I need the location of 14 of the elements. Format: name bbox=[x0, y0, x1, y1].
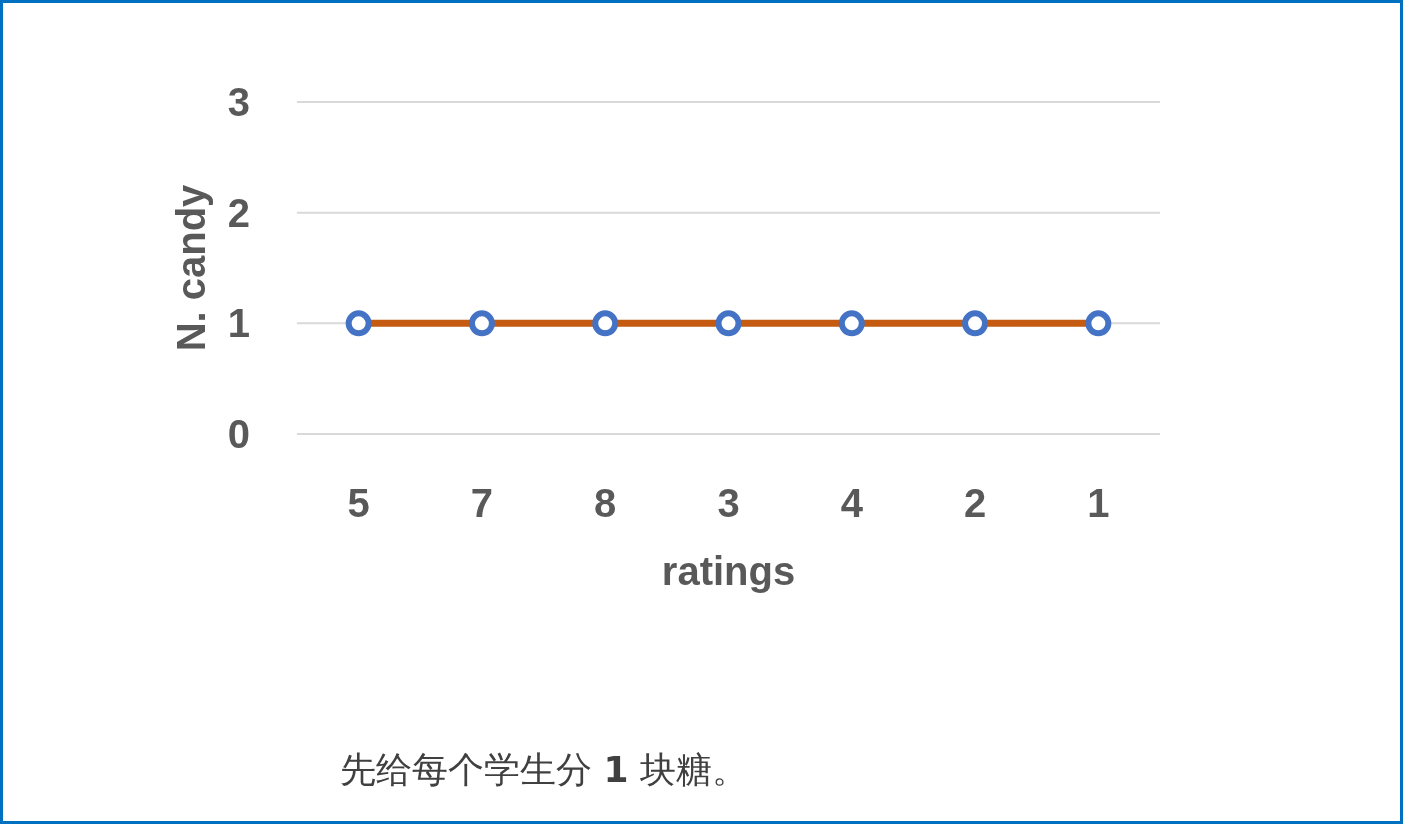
x-tick-label: 7 bbox=[470, 481, 494, 525]
y-tick-label: 3 bbox=[227, 80, 250, 124]
x-tick-label: 4 bbox=[840, 481, 864, 525]
y-tick-label: 1 bbox=[227, 301, 250, 346]
x-tick-label: 8 bbox=[594, 481, 617, 525]
x-tick-label: 1 bbox=[1087, 481, 1110, 525]
y-tick-label: 2 bbox=[227, 190, 250, 235]
y-tick-label: 0 bbox=[227, 412, 250, 456]
x-axis-title: ratings bbox=[661, 549, 796, 593]
text: 先给每个学生分 1 块糖。 bbox=[340, 749, 748, 790]
x-tick-label: 2 bbox=[963, 481, 987, 525]
x-tick-label: 3 bbox=[717, 481, 740, 525]
x-tick-label: 5 bbox=[347, 481, 370, 525]
y-axis-title: N. candy bbox=[169, 183, 213, 352]
